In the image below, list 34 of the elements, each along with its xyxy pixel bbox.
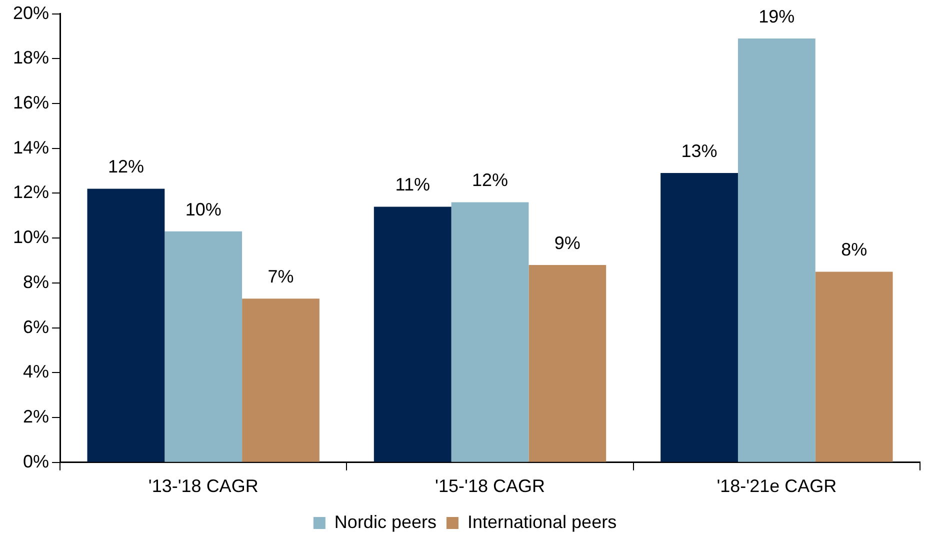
bar [451,202,529,462]
x-tick-label: '18-'21e CAGR [716,476,837,496]
y-tick-label: 14% [12,137,50,158]
bar [815,272,893,462]
bar [242,298,320,462]
x-tick-label: '15-'18 CAGR [435,476,545,496]
data-label: 11% [395,174,430,195]
bar [660,173,738,462]
legend-label: International peers [467,512,617,532]
data-label: 19% [758,6,795,26]
data-label: 12% [472,170,508,190]
y-tick-label: 20% [12,2,50,23]
y-tick-label: 16% [12,92,50,112]
data-label: 7% [268,266,294,287]
y-tick-label: 0% [23,451,50,472]
y-tick-label: 2% [23,406,50,427]
y-tick-label: 4% [23,362,50,382]
bar [374,206,452,462]
bar [87,188,165,462]
bar [164,231,242,462]
data-label: 12% [108,156,144,177]
y-tick-label: 8% [23,272,50,292]
y-tick-label: 12% [12,182,50,202]
data-label: 10% [185,199,222,220]
x-tick-label: '13-'18 CAGR [148,476,258,496]
y-tick-label: 6% [23,316,50,337]
bar [738,38,816,462]
legend-label: Nordic peers [334,512,436,532]
data-label: 9% [554,232,580,253]
bar [528,265,606,462]
data-label: 8% [841,240,868,260]
y-tick-label: 10% [12,227,50,248]
data-label: 13% [681,141,718,162]
y-tick-label: 18% [12,48,50,68]
